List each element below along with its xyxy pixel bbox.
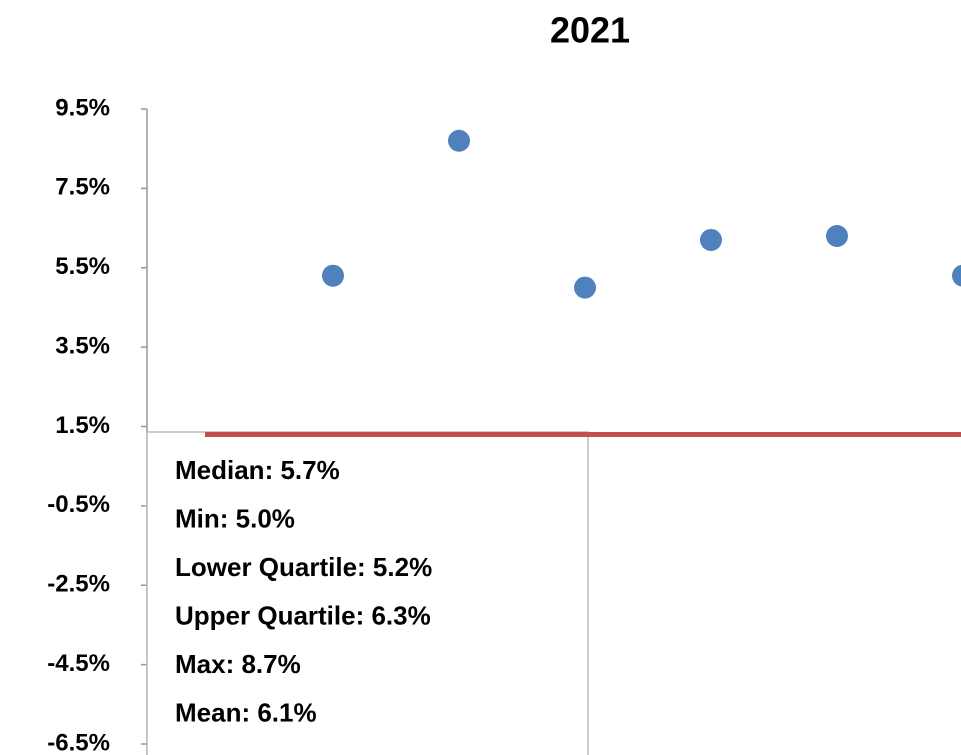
y-tick-label: 5.5% [55, 253, 110, 280]
y-tick-label: -2.5% [47, 571, 110, 598]
stat-label: Lower Quartile: 5.2% [175, 552, 432, 582]
stat-label: Max: 8.7% [175, 649, 301, 679]
stat-label: Upper Quartile: 6.3% [175, 600, 431, 630]
y-tick-label: -4.5% [47, 650, 110, 677]
y-tick-label: 9.5% [55, 94, 110, 121]
point [448, 129, 470, 152]
point [700, 228, 722, 251]
stat-label: Min: 5.0% [175, 503, 295, 533]
chart-title: 2021 [550, 10, 630, 51]
stat-label: Mean: 6.1% [175, 697, 317, 727]
point [952, 264, 961, 287]
stat-label: Median: 5.7% [175, 455, 340, 485]
y-tick-label: 3.5% [55, 332, 110, 359]
point [574, 276, 596, 299]
y-tick-label: 7.5% [55, 174, 110, 201]
y-tick-label: -0.5% [47, 491, 110, 518]
y-tick-label: 1.5% [55, 412, 110, 439]
point [826, 225, 848, 247]
point [322, 264, 344, 287]
y-tick-label: -6.5% [47, 729, 110, 755]
